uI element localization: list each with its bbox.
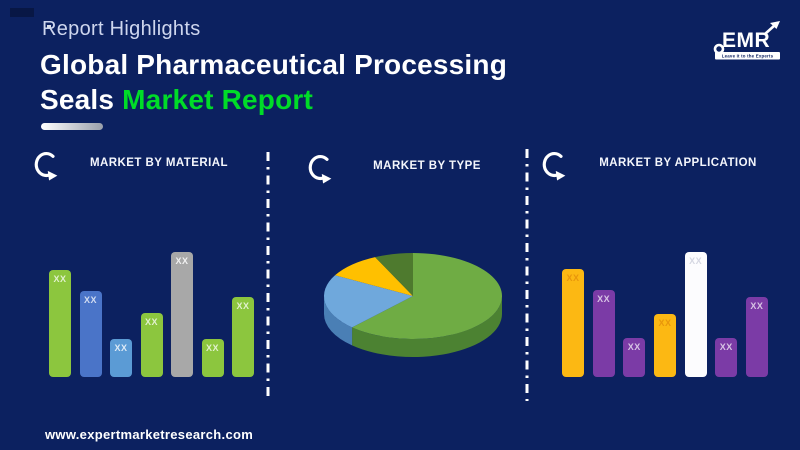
bar-label: XX: [627, 342, 641, 352]
corner-mark-decoration: [47, 25, 51, 29]
bar: XX: [684, 252, 707, 377]
bar: XX: [562, 269, 584, 377]
bar-label: XX: [175, 256, 189, 266]
bar: XX: [201, 339, 224, 377]
emr-wordmark: EMR: [722, 29, 770, 52]
section-title-application: MARKET BY APPLICATION: [599, 157, 757, 169]
pie-slice: [335, 257, 413, 296]
bar-chart-material: XX XX XX XX XX XX XX: [49, 252, 254, 377]
title-line2-accent: Market Report: [122, 84, 314, 115]
emr-tagline-strip: [715, 52, 780, 60]
bar-label: XX: [719, 342, 733, 352]
section-header-application: MARKET BY APPLICATION: [540, 150, 788, 182]
bar: XX: [653, 314, 676, 377]
curved-arrow-icon: [34, 152, 58, 181]
section-header-type: MARKET BY TYPE: [306, 153, 520, 185]
emr-circle-icon: [713, 43, 725, 55]
title-line1: Global Pharmaceutical Processing: [40, 49, 508, 80]
pie-rim: [324, 296, 353, 346]
bar-label: XX: [597, 294, 611, 304]
bar: XX: [49, 270, 71, 377]
dashed-divider: [525, 149, 529, 401]
bar-label: XX: [566, 273, 580, 283]
pie-slice: [352, 253, 502, 339]
pie-slice: [375, 253, 413, 296]
bar-label: XX: [114, 343, 128, 353]
section-header-material: MARKET BY MATERIAL: [32, 150, 258, 182]
bar-label: XX: [689, 256, 703, 266]
curved-arrow-icon: [542, 152, 566, 181]
bar-label: XX: [144, 317, 158, 327]
bar-label: XX: [236, 301, 250, 311]
bar-label: XX: [205, 343, 219, 353]
pie-slice: [324, 275, 413, 328]
curved-arrow-icon: [308, 155, 332, 184]
title-underline: [41, 123, 103, 130]
website-url-link[interactable]: www.expertmarketresearch.com: [45, 427, 254, 442]
pie-chart-type: [324, 253, 502, 357]
section-title-type: MARKET BY TYPE: [373, 160, 481, 172]
dashed-divider: [266, 152, 270, 400]
emr-logo: EMR Leave it to the Experts: [713, 21, 780, 60]
page-title: Global Pharmaceutical Processing Seals M…: [40, 47, 507, 117]
report-highlights-label: Report Highlights: [42, 18, 201, 40]
pie-rim: [352, 296, 502, 357]
bar-label: XX: [83, 295, 97, 305]
corner-notch-decoration: [10, 8, 34, 17]
bar-label: XX: [658, 318, 672, 328]
bar-label: XX: [750, 301, 764, 311]
bar: XX: [140, 313, 163, 377]
bar: XX: [171, 252, 193, 377]
bar-label: XX: [53, 274, 67, 284]
bar: XX: [715, 338, 738, 377]
title-line2-white: Seals: [40, 84, 123, 115]
bar: XX: [623, 338, 646, 377]
bar-chart-application: XX XX XX XX XX XX XX: [562, 252, 768, 377]
bar: XX: [232, 297, 254, 377]
bar: XX: [592, 290, 615, 377]
section-title-material: MARKET BY MATERIAL: [89, 157, 228, 169]
bar: XX: [110, 339, 132, 377]
bar: XX: [745, 297, 768, 377]
emr-arrow-icon: [764, 21, 780, 35]
emr-tagline: Leave it to the Experts: [722, 54, 774, 59]
bar: XX: [79, 291, 102, 377]
